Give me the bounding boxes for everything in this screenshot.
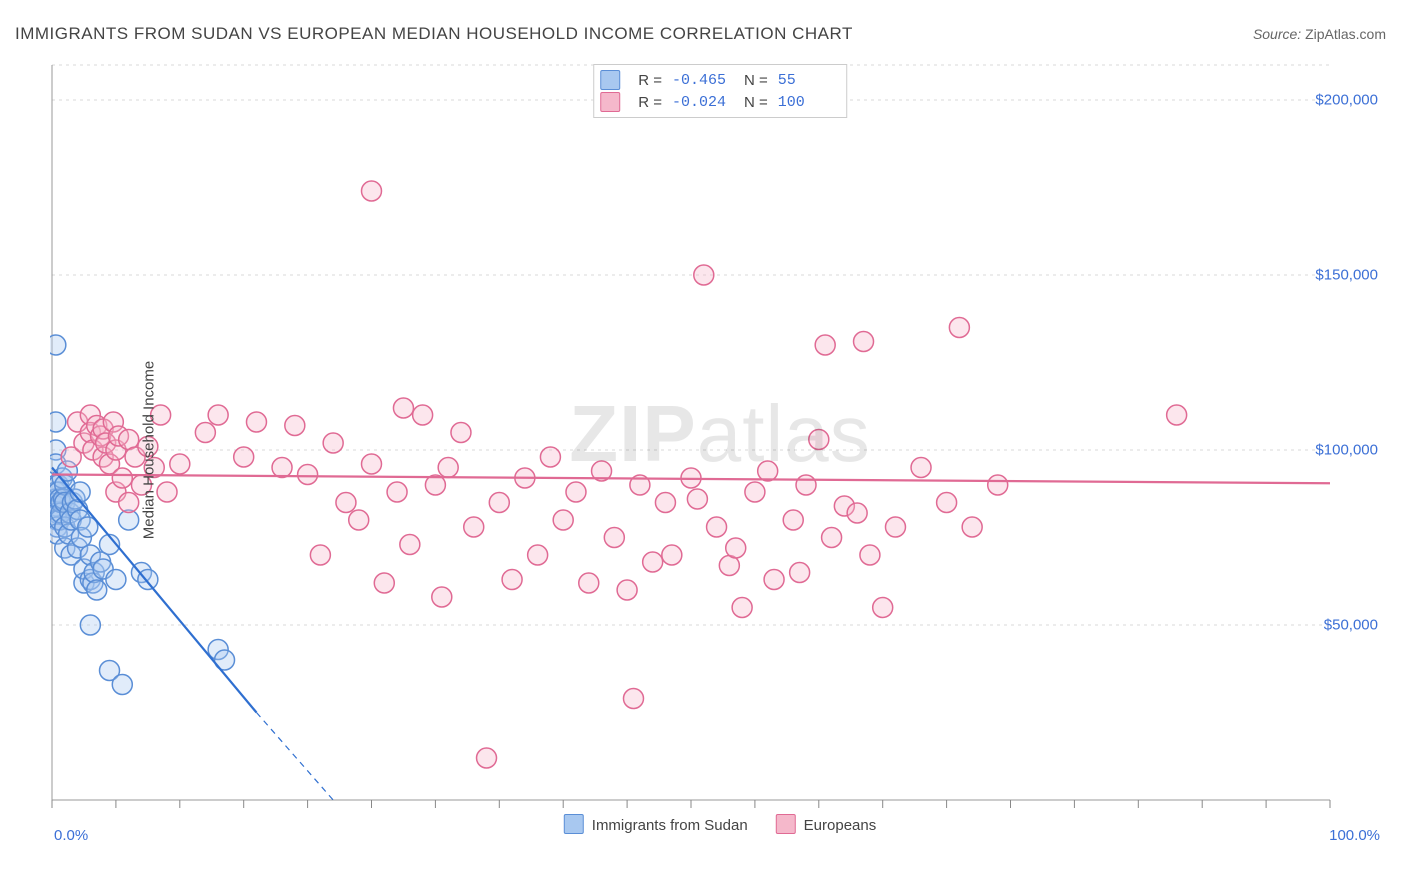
chart-svg xyxy=(50,60,1390,840)
y-tick-label: $150,000 xyxy=(1315,267,1378,284)
series-legend: Immigrants from Sudan Europeans xyxy=(564,814,876,834)
y-axis-label: Median Household Income xyxy=(141,361,158,539)
correlation-legend: R =-0.465N =55R =-0.024N =100 xyxy=(593,64,847,118)
x-tick-max: 100.0% xyxy=(1329,827,1380,844)
y-tick-label: $200,000 xyxy=(1315,92,1378,109)
x-tick-min: 0.0% xyxy=(54,827,88,844)
legend-item: Europeans xyxy=(776,814,877,834)
source-label: Source: xyxy=(1253,26,1301,42)
correlation-legend-row: R =-0.024N =100 xyxy=(600,91,840,113)
chart-area: Median Household Income $50,000 $100,000 $… xyxy=(50,60,1390,840)
y-tick-label: $50,000 xyxy=(1324,617,1378,634)
source-value: ZipAtlas.com xyxy=(1305,26,1386,42)
legend-item: Immigrants from Sudan xyxy=(564,814,748,834)
correlation-legend-row: R =-0.465N =55 xyxy=(600,69,840,91)
y-tick-label: $100,000 xyxy=(1315,442,1378,459)
source-attribution: Source: ZipAtlas.com xyxy=(1253,26,1386,42)
chart-title: IMMIGRANTS FROM SUDAN VS EUROPEAN MEDIAN… xyxy=(15,24,853,44)
